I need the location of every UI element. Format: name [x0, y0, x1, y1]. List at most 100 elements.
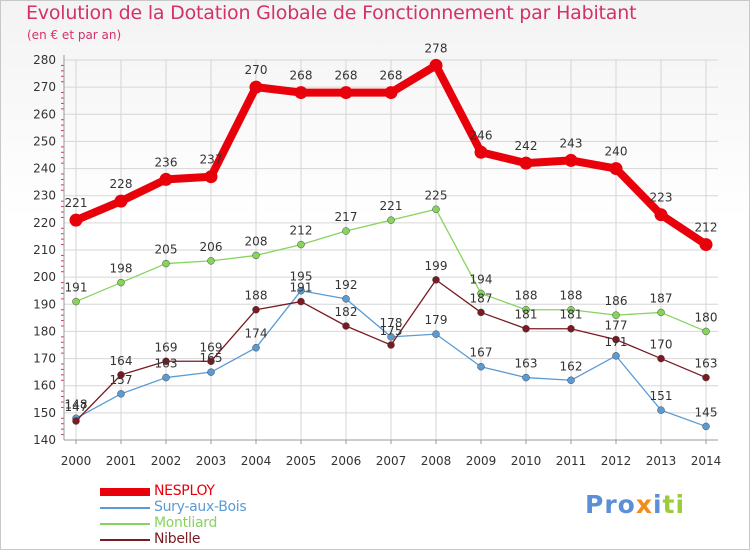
data-point: [252, 343, 260, 352]
y-tick-label: 200: [33, 270, 56, 284]
legend-swatch-sury-aux-bois: [100, 507, 150, 509]
x-tick-label: 2005: [286, 454, 317, 468]
data-point: [297, 240, 305, 249]
data-label: 240: [605, 145, 628, 159]
series-layer: [69, 58, 713, 431]
data-label: 182: [335, 305, 358, 319]
data-label: 223: [650, 191, 673, 205]
x-tick-label: 2009: [466, 454, 497, 468]
data-point: [339, 86, 353, 100]
data-point: [567, 324, 575, 333]
data-point: [702, 373, 710, 382]
y-tick-label: 180: [33, 324, 56, 338]
data-label: 199: [425, 259, 448, 273]
proxiti-logo: Proxiti: [585, 490, 685, 519]
data-point: [657, 354, 665, 363]
data-label: 206: [200, 240, 223, 254]
data-label: 181: [515, 308, 538, 322]
data-label: 163: [515, 357, 538, 371]
data-label: 147: [65, 400, 88, 414]
x-tick-label: 2002: [151, 454, 182, 468]
logo-part-3: i: [652, 490, 663, 519]
data-point: [564, 153, 578, 167]
data-point: [522, 373, 530, 382]
data-point: [654, 208, 668, 222]
data-label: 169: [200, 340, 223, 354]
data-point: [429, 58, 443, 72]
data-point: [432, 330, 440, 338]
data-point: [297, 297, 305, 306]
data-point: [252, 305, 260, 314]
data-label: 237: [200, 153, 223, 167]
data-point: [72, 417, 80, 425]
data-label: 167: [470, 346, 493, 360]
data-label: 221: [380, 199, 403, 213]
data-label: 165: [200, 351, 223, 365]
data-label: 162: [560, 359, 583, 373]
data-label: 188: [515, 289, 538, 303]
data-point: [522, 324, 530, 333]
y-tick-label: 150: [33, 406, 56, 420]
data-label: 228: [110, 177, 133, 191]
data-point: [567, 376, 575, 385]
data-label: 194: [470, 272, 493, 286]
data-point: [387, 341, 395, 349]
data-label: 175: [380, 324, 403, 338]
data-label: 188: [245, 289, 268, 303]
data-label: 268: [380, 69, 403, 83]
y-tick-label: 220: [33, 216, 56, 230]
data-labels: 148 157 163 165 174 195 192 178 179 167 163 162 171 1…: [65, 41, 718, 419]
data-label: 191: [290, 281, 313, 295]
legend-label-sury-aux-bois: Sury-aux-Bois: [154, 499, 247, 515]
data-label: 177: [605, 319, 628, 333]
data-point: [567, 305, 575, 314]
chart-subtitle: (en € et par an): [27, 28, 122, 42]
data-label: 145: [695, 405, 718, 419]
x-tick-label: 2012: [601, 454, 632, 468]
data-point: [612, 335, 620, 344]
data-point: [114, 194, 128, 208]
data-point: [657, 308, 665, 317]
data-label: 191: [65, 281, 88, 295]
data-point: [159, 172, 173, 186]
data-label: 148: [65, 397, 88, 411]
data-point: [387, 333, 395, 341]
data-point: [294, 86, 308, 100]
data-label: 178: [380, 316, 403, 330]
axes: 140 150 160 170 180 190 200 210 220 230 240 250 260 2…: [33, 53, 721, 468]
data-point: [477, 308, 485, 317]
data-point: [162, 259, 170, 268]
data-label: 163: [155, 357, 178, 371]
data-label: 242: [515, 139, 538, 153]
data-point: [72, 297, 80, 306]
x-tick-label: 2010: [511, 454, 542, 468]
logo-part-2: x: [635, 490, 653, 519]
data-label: 192: [335, 278, 358, 292]
data-point: [432, 276, 440, 284]
data-label: 171: [605, 335, 628, 349]
data-point: [699, 238, 713, 252]
data-label: 169: [155, 340, 178, 354]
data-label: 179: [425, 313, 448, 327]
x-tick-label: 2007: [376, 454, 407, 468]
data-point: [117, 371, 125, 379]
data-point: [207, 357, 215, 366]
y-tick-label: 210: [33, 243, 56, 257]
data-label: 270: [245, 63, 268, 77]
data-label: 163: [695, 357, 718, 371]
data-point: [342, 227, 350, 235]
data-point: [657, 406, 665, 414]
data-point: [432, 205, 440, 214]
data-label: 268: [290, 69, 313, 83]
x-tick-label: 2006: [331, 454, 362, 468]
data-label: 170: [650, 338, 673, 352]
x-tick-label: 2008: [421, 454, 452, 468]
logo-part-1: Pro: [585, 490, 636, 519]
data-point: [207, 257, 215, 265]
x-tick-label: 2003: [196, 454, 227, 468]
data-label: 268: [335, 69, 358, 83]
data-point: [702, 327, 710, 336]
data-label: 181: [560, 308, 583, 322]
data-point: [612, 311, 620, 319]
